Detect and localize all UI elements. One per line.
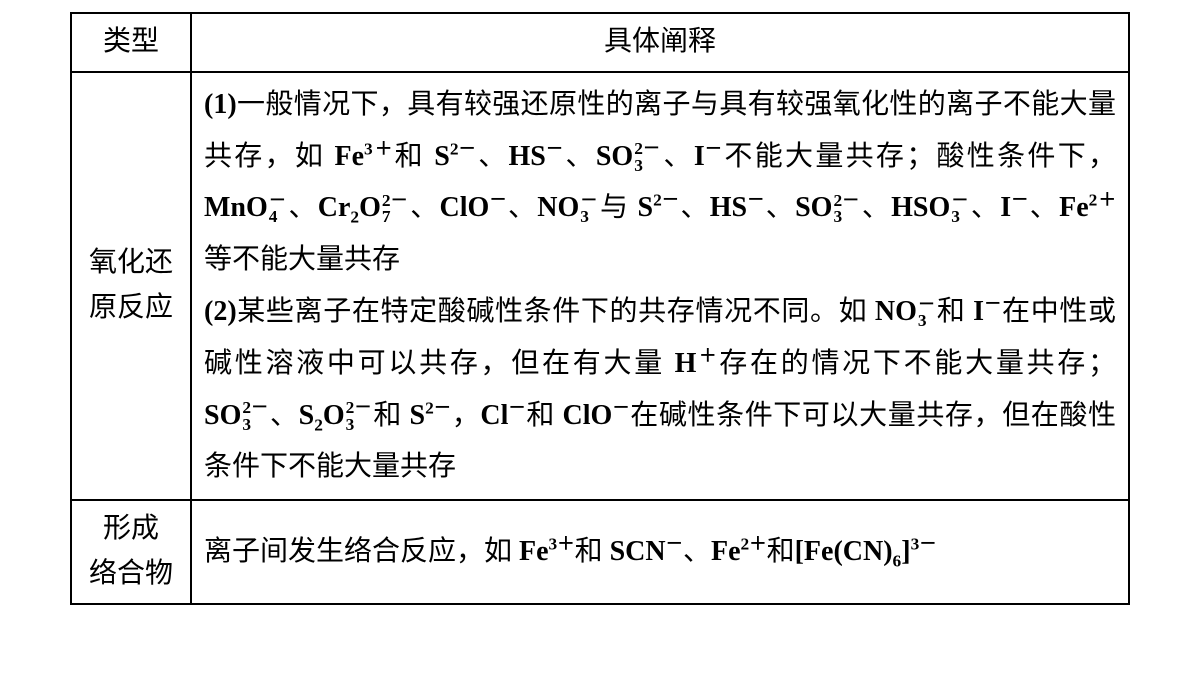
row1-p2-t8: 和 bbox=[526, 400, 563, 431]
ion-fe3p: Fe3＋ bbox=[335, 141, 395, 172]
ion-fe2p-b: Fe2＋ bbox=[711, 536, 767, 567]
row1-p1-lead: (1) bbox=[204, 89, 237, 120]
row1-p1-t5: 、 bbox=[661, 141, 694, 172]
row2-cat-line2: 络合物 bbox=[89, 558, 173, 589]
row1-p1-t6: 不能大量共存；酸性条件下， bbox=[722, 141, 1116, 172]
row1-p1-t9: 、 bbox=[507, 192, 538, 223]
ion-hp: H＋ bbox=[675, 348, 720, 379]
ion-mno4m: MnO－4 bbox=[204, 192, 287, 223]
ion-so3-2m-b: SO2－3 bbox=[795, 192, 860, 223]
ion-s2m-c: S2－ bbox=[410, 400, 452, 431]
row2-t4: 和 bbox=[767, 536, 795, 567]
ion-clom: ClO－ bbox=[440, 192, 507, 223]
row1-p1-t11: 、 bbox=[679, 192, 710, 223]
ion-hso3m: HSO－3 bbox=[891, 192, 970, 223]
header-col2: 具体阐释 bbox=[191, 13, 1129, 72]
ion-hsm: HS－ bbox=[509, 141, 564, 172]
row2-category: 形成 络合物 bbox=[71, 500, 191, 604]
row2-cat-line1: 形成 bbox=[103, 513, 159, 544]
ion-im-c: I－ bbox=[973, 296, 1001, 327]
row1-p1-t12: 、 bbox=[765, 192, 796, 223]
row1-p2-t1: 某些离子在特定酸碱性条件下的共存情况不同。如 bbox=[237, 296, 875, 327]
ion-clm: Cl－ bbox=[480, 400, 525, 431]
row1-p1-t7: 、 bbox=[287, 192, 318, 223]
ion-clom-b: ClO－ bbox=[563, 400, 630, 431]
row2-t2: 和 bbox=[575, 536, 610, 567]
ion-scnm: SCN－ bbox=[610, 536, 683, 567]
ion-so3-2m: SO2－3 bbox=[596, 141, 661, 172]
row1-p2-t7: ， bbox=[451, 400, 480, 431]
table-header-row: 类型 具体阐释 bbox=[71, 13, 1129, 72]
table-row: 氧化还 原反应 (1)一般情况下，具有较强还原性的离子与具有较强氧化性的离子不能… bbox=[71, 72, 1129, 500]
header-col1: 类型 bbox=[71, 13, 191, 72]
row1-p1-t14b: 、 bbox=[1029, 192, 1060, 223]
ion-s2m: S2－ bbox=[434, 141, 476, 172]
row1-p1-t8: 、 bbox=[409, 192, 440, 223]
row1-cat-line1: 氧化还 bbox=[89, 247, 173, 278]
row1-p1-t10: 与 bbox=[599, 192, 638, 223]
row1-p1-t15: 等不能大量共存 bbox=[204, 244, 400, 275]
row1-category: 氧化还 原反应 bbox=[71, 72, 191, 500]
ion-fe2p: Fe2＋ bbox=[1059, 192, 1116, 223]
table-row: 形成 络合物 离子间发生络合反应，如 Fe3＋和 SCN－、Fe2＋和[Fe(C… bbox=[71, 500, 1129, 604]
row2-t1: 离子间发生络合反应，如 bbox=[204, 536, 519, 567]
row1-p2-t5: 、 bbox=[269, 400, 298, 431]
row1-p1-t3: 、 bbox=[476, 141, 509, 172]
ion-hsm-b: HS－ bbox=[710, 192, 765, 223]
ion-im: I－ bbox=[694, 141, 722, 172]
ion-im-b: I－ bbox=[1000, 192, 1028, 223]
row1-p2-lead: (2) bbox=[204, 296, 237, 327]
row1-p1-t4: 、 bbox=[563, 141, 596, 172]
row1-p2-t4: 存在的情况下不能大量共存； bbox=[719, 348, 1116, 379]
row1-cat-line2: 原反应 bbox=[89, 292, 173, 323]
row2-content: 离子间发生络合反应，如 Fe3＋和 SCN－、Fe2＋和[Fe(CN)6]3－ bbox=[191, 500, 1129, 604]
chemistry-table: 类型 具体阐释 氧化还 原反应 (1)一般情况下，具有较强还原性的离子与具有较强… bbox=[70, 12, 1130, 605]
ion-s2m-b: S2－ bbox=[638, 192, 680, 223]
ion-fe3p-b: Fe3＋ bbox=[519, 536, 575, 567]
ion-no3m-b: NO－3 bbox=[875, 296, 936, 327]
ion-s2o3-2m: S2O2－3 bbox=[299, 400, 373, 431]
ion-so3-2m-c: SO2－3 bbox=[204, 400, 269, 431]
row1-p1-t13: 、 bbox=[861, 192, 892, 223]
row1-p1-t2: 和 bbox=[395, 141, 435, 172]
row1-content: (1)一般情况下，具有较强还原性的离子与具有较强氧化性的离子不能大量共存，如 F… bbox=[191, 72, 1129, 500]
row1-p2-t6: 和 bbox=[373, 400, 410, 431]
ion-fecn6-3m: [Fe(CN)6]3－ bbox=[795, 536, 937, 567]
page-container: 类型 具体阐释 氧化还 原反应 (1)一般情况下，具有较强还原性的离子与具有较强… bbox=[0, 0, 1200, 617]
row1-p2-t2: 和 bbox=[936, 296, 973, 327]
ion-cr2o7-2m: Cr2O2－7 bbox=[318, 192, 409, 223]
row2-t3: 、 bbox=[683, 536, 711, 567]
row1-p1-t14: 、 bbox=[970, 192, 1001, 223]
ion-no3m: NO－3 bbox=[537, 192, 598, 223]
